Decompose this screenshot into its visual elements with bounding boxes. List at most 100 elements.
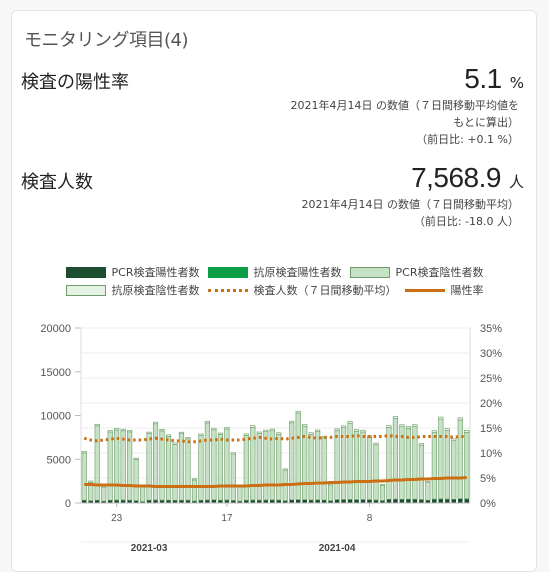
bar-segment [276,434,281,500]
bar-segment [231,453,236,454]
bar-segment [289,421,294,423]
bar-segment [173,443,178,444]
bar-segment [173,444,178,500]
bar-segment [458,418,463,420]
bar-segment [393,499,398,503]
y-right-tick-label: 10% [480,448,502,460]
bar-segment [114,428,119,430]
bar-segment [166,435,171,436]
bar-segment [121,429,126,431]
bar-segment [160,431,165,500]
bar-segment [218,434,223,500]
bar-segment [244,435,249,500]
bar-segment [380,486,385,501]
x-tick-label: 8 [367,513,373,524]
bar-segment [413,425,418,427]
y-right-tick-label: 0% [480,498,496,510]
bar-segment [439,417,444,419]
bar-segment [95,424,100,426]
bar-segment [270,429,275,431]
bar-segment [335,431,340,500]
bar-segment [108,432,113,500]
x-tick-label: 17 [221,513,233,524]
bar-segment [264,430,269,432]
bar-segment [160,429,165,431]
bar-segment [400,500,405,504]
bar-segment [361,432,366,499]
bar-segment [82,453,87,500]
bar-segment [88,481,93,482]
bar-segment [335,429,340,431]
bar-segment [406,499,411,503]
bar-segment [413,499,418,503]
bar-segment [296,413,301,500]
x-month-label: 2021-04 [319,543,356,554]
bar-segment [445,431,450,499]
bar-segment [400,425,405,427]
bar-segment [406,426,411,428]
bar-segment [348,500,353,503]
bar-segment [82,451,87,453]
bar-segment [432,499,437,503]
bar-segment [464,499,469,503]
bar-segment [276,433,281,435]
bar-segment [251,426,256,428]
bar-segment [439,499,444,503]
bar-segment [387,426,392,428]
y-right-tick-label: 15% [480,423,502,435]
y-right-tick-label: 20% [480,398,502,410]
bar-segment [205,423,210,500]
bar-segment [231,454,236,500]
bar-segment [393,419,398,500]
bar-segment [264,432,269,500]
bar-segment [257,432,262,434]
y-right-tick-label: 5% [480,473,496,485]
bar-segment [406,428,411,499]
x-tick-label: 23 [111,513,123,524]
bar-segment [445,429,450,431]
bar-segment [192,480,197,501]
bar-segment [432,431,437,433]
bar-segment [199,435,204,500]
bar-segment [114,430,119,500]
bar-segment [147,434,152,501]
bar-segment [315,432,320,500]
bar-segment [445,499,450,503]
bar-segment [153,424,158,500]
bar-segment [452,439,457,441]
bar-segment [341,426,346,428]
bar-segment [328,485,333,501]
bar-segment [302,424,307,426]
bar-segment [380,484,385,485]
bar-segment [341,428,346,500]
bar-segment [179,432,184,433]
bar-segment [452,441,457,500]
bar-segment [95,426,100,500]
bar-segment [108,430,113,431]
y-left-tick-label: 10000 [40,411,71,423]
bar-segment [270,431,275,500]
y-right-tick-label: 35% [480,323,502,335]
bar-segment [101,487,106,501]
bar-segment [354,431,359,499]
y-left-tick-label: 20000 [40,323,71,335]
bar-segment [153,422,158,424]
x-month-label: 2021-03 [131,543,168,554]
bar-segment [127,430,132,431]
bar-segment [361,430,366,432]
bar-segment [225,427,230,429]
bar-segment [458,420,463,499]
bar-segment [348,421,353,423]
bar-segment [166,436,171,500]
bar-segment [419,443,424,445]
bar-segment [426,483,431,501]
bar-segment [432,433,437,500]
bar-segment [296,411,301,413]
bar-segment [140,487,145,502]
bar-segment [419,445,424,499]
bar-segment [309,434,314,500]
bar-segment [244,434,249,435]
bar-segment [121,431,126,500]
bar-segment [367,438,372,500]
bar-segment [374,445,379,500]
